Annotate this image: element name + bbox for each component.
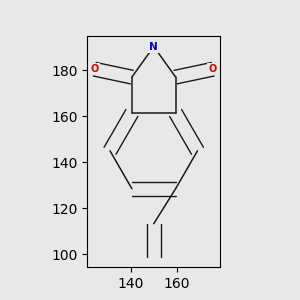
Text: O: O — [209, 64, 217, 74]
Text: O: O — [91, 64, 99, 74]
Text: N: N — [149, 41, 158, 52]
